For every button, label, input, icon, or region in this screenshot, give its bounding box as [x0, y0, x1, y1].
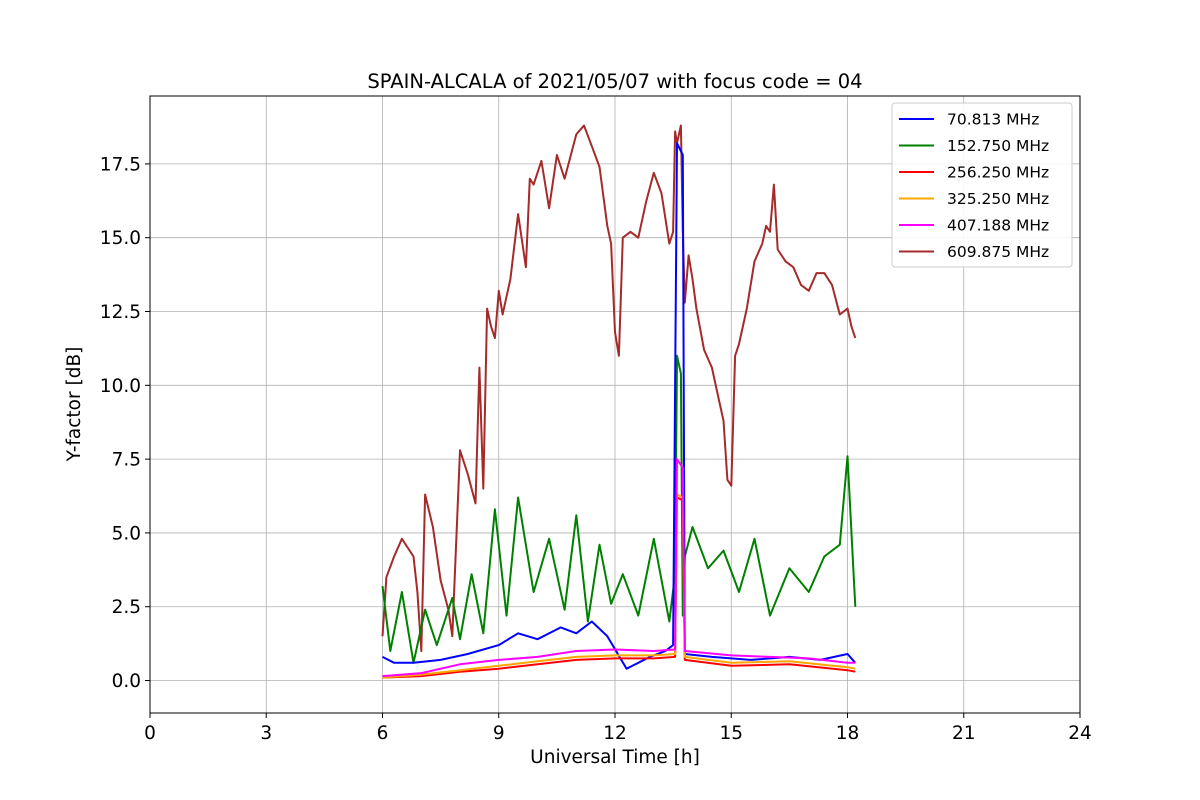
x-tick-label: 0 — [144, 723, 156, 744]
y-tick-label: 15.0 — [100, 228, 141, 249]
series-line-5 — [381, 124, 857, 652]
series-lines — [381, 124, 857, 679]
series-line-4 — [382, 458, 856, 678]
y-tick-label: 10.0 — [100, 376, 141, 397]
y-axis-label: Y-factor [dB] — [64, 347, 85, 463]
series-line-0 — [382, 142, 857, 670]
y-tick-label: 12.5 — [100, 302, 141, 323]
series-line-3 — [382, 493, 856, 679]
series-line-1 — [381, 354, 857, 664]
y-tick-label: 5.0 — [112, 523, 141, 544]
legend: 70.813 MHz 152.750 MHz 256.250 MHz 325.250 … — [891, 102, 1073, 268]
y-tick-label: 7.5 — [112, 450, 141, 471]
legend-label: 152.750 MHz — [947, 137, 1049, 155]
x-tick-label: 18 — [836, 723, 860, 744]
x-tick-label: 9 — [493, 723, 505, 744]
chart-title: SPAIN-ALCALA of 2021/05/07 with focus co… — [367, 70, 862, 93]
legend-box — [891, 102, 1073, 268]
x-axis-label: Universal Time [h] — [530, 747, 700, 768]
x-tick-label: 15 — [719, 723, 743, 744]
legend-label: 256.250 MHz — [947, 164, 1049, 182]
legend-label: 325.250 MHz — [947, 190, 1049, 208]
series-line-2 — [382, 496, 856, 679]
legend-label: 70.813 MHz — [947, 111, 1039, 129]
legend-label: 609.875 MHz — [947, 243, 1049, 261]
y-tick-label: 17.5 — [100, 154, 141, 175]
x-tick-label: 21 — [952, 723, 976, 744]
x-tick-label: 3 — [260, 723, 272, 744]
y-tick-label: 0.0 — [112, 671, 141, 692]
x-tick-label: 12 — [603, 723, 627, 744]
legend-label: 407.188 MHz — [947, 217, 1049, 235]
axis-ticks: 0 3 6 9 12 15 18 21 24 0.0 2.5 5.0 7.5 10.0 12.5 15.0 17… — [100, 154, 1092, 744]
x-tick-label: 6 — [377, 723, 389, 744]
y-tick-label: 2.5 — [112, 597, 141, 618]
x-tick-label: 24 — [1068, 723, 1092, 744]
